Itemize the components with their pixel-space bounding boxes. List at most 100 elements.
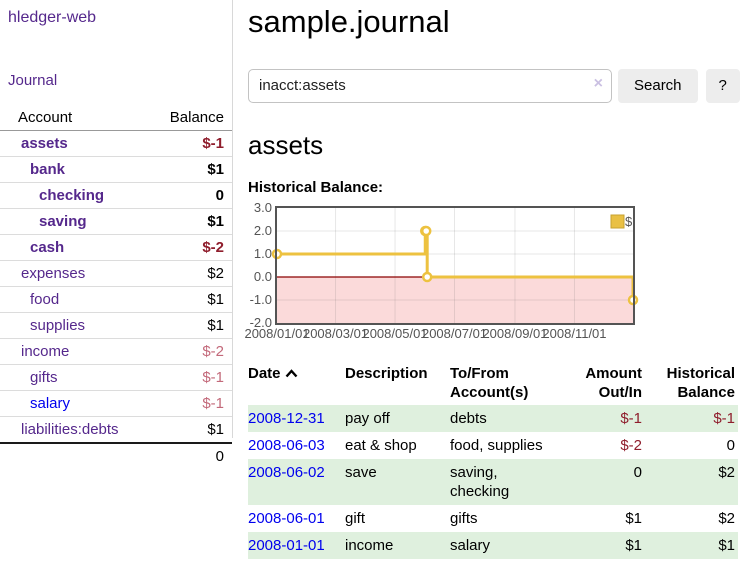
transaction-description-cell: save [345,463,377,481]
main-content: sample.journal × Search ? assets Histori… [244,0,742,559]
svg-text:-2.0: -2.0 [250,315,272,330]
account-row: income $-2 [0,338,232,365]
account-row: expenses $2 [0,260,232,287]
search-form: × Search ? [248,68,742,103]
svg-text:2008/11/01: 2008/11/01 [542,326,606,341]
date-link[interactable]: 2008-06-03 [248,436,325,454]
transaction-balance-cell: $2 [718,463,735,481]
account-link[interactable]: salary [30,395,71,412]
account-link[interactable]: liabilities:debts [21,421,119,438]
transaction-amount-cell: $-1 [620,409,642,427]
transaction-amount-cell: $-2 [620,436,642,454]
account-link[interactable]: food [30,291,60,308]
account-link[interactable]: bank [30,161,66,178]
table-row: 2008-06-01 gift gifts $1 $2 [248,505,738,532]
clear-search-icon[interactable]: × [593,74,603,92]
accounts-header-account: Account [0,105,152,131]
date-link[interactable]: 2008-06-02 [248,463,325,481]
account-row: food $1 [0,286,232,313]
date-link[interactable]: 2008-12-31 [248,409,325,427]
account-balance: $-1 [151,364,232,391]
transaction-date-cell: 2008-06-01 [248,505,345,532]
account-balance: $1 [151,156,232,183]
transaction-balance-cell: $1 [718,536,735,554]
account-row: assets $-1 [0,130,232,157]
account-row: liabilities:debts $1 [0,416,232,444]
svg-text:1.0: 1.0 [254,246,272,261]
accounts-table-body: assets $-1 bank $1 checking 0 saving $1 cash $-2 e… [0,130,232,444]
transaction-date-cell: 2008-06-03 [248,432,345,459]
account-row: supplies $1 [0,312,232,339]
search-box: × [248,68,612,103]
svg-text:2008/01/01: 2008/01/01 [244,326,309,341]
account-link[interactable]: expenses [21,265,86,282]
account-balance: $-1 [151,130,232,157]
account-balance: $-2 [151,338,232,365]
svg-text:2008/03/01: 2008/03/01 [303,326,368,341]
register-table-body: 2008-12-31 pay off debts $-1 $-1 2008-06-03 ea… [248,404,738,559]
transaction-description-cell: pay off [345,409,390,427]
register-table: Date Description To/From Account(s) Amou… [248,364,738,559]
transaction-accounts-cell: gifts [450,509,478,527]
accounts-total-value: 0 [151,442,232,469]
help-button[interactable]: ? [705,68,740,103]
svg-text:3.0: 3.0 [254,200,272,215]
transaction-balance-cell: 0 [726,436,735,454]
transaction-description-cell: eat & shop [345,436,417,454]
account-link[interactable]: income [21,343,70,360]
sidebar-item-journal[interactable]: Journal [8,72,58,89]
account-link[interactable]: cash [30,239,65,256]
account-row: gifts $-1 [0,364,232,391]
account-link[interactable]: checking [39,187,105,204]
transaction-date-cell: 2008-06-02 [248,459,345,505]
accounts-total-row: 0 [0,442,232,469]
transaction-amount-cell: $1 [625,509,642,527]
account-row: cash $-2 [0,234,232,261]
register-header-amount: Amount Out/In [585,364,642,401]
transaction-description-cell: income [345,536,394,554]
account-heading: assets [248,129,324,160]
account-balance: $-1 [151,390,232,417]
transaction-amount-cell: 0 [633,463,642,481]
svg-text:0.0: 0.0 [254,269,272,284]
sidebar: hledger-web Journal Account Balance asse… [0,0,233,469]
account-row: checking 0 [0,182,232,209]
table-row: 2008-06-03 eat & shop food, supplies $-2 0 [248,432,738,459]
account-row: bank $1 [0,156,232,183]
transaction-accounts-cell: debts [450,409,487,427]
account-link[interactable]: assets [21,135,68,152]
chart-title: Historical Balance: [248,178,384,196]
search-input[interactable] [248,68,612,103]
transaction-accounts-cell: saving, checking [450,463,510,500]
table-row: 2008-06-02 save saving, checking 0 $2 [248,458,738,505]
transaction-amount-cell: $1 [625,536,642,554]
transaction-date-cell: 2008-12-31 [248,405,345,432]
date-link[interactable]: 2008-01-01 [248,536,325,554]
account-link[interactable]: saving [39,213,87,230]
account-link[interactable]: gifts [30,369,58,386]
search-button[interactable]: Search [618,68,698,103]
page-title: sample.journal [248,4,450,39]
register-header-date[interactable]: Date [248,364,345,405]
svg-text:2008/07/01: 2008/07/01 [422,326,487,341]
transaction-accounts-cell: salary [450,536,491,554]
transaction-description-cell: gift [345,509,366,527]
legend-label: $ [625,214,633,229]
register-header-balance: Historical Balance [666,364,735,401]
legend-swatch [610,214,625,229]
account-balance: $-2 [151,234,232,261]
accounts-header-balance: Balance [151,105,232,131]
table-row: 2008-01-01 income salary $1 $1 [248,531,738,559]
date-link[interactable]: 2008-06-01 [248,509,325,527]
register-header-date-label: Date [248,364,281,382]
account-balance: $1 [151,416,232,444]
transaction-balance-cell: $2 [718,509,735,527]
historical-balance-chart: $3.0 2.0 1.0 0.0 -1.0 -2.02008/01/012008/03/0… [244,200,639,341]
app-title-link[interactable]: hledger-web [8,9,97,26]
account-balance: $1 [151,286,232,313]
account-link[interactable]: supplies [30,317,86,334]
register-header-description: Description [345,364,428,382]
accounts-table-header-row: Account Balance [0,105,232,131]
transaction-accounts-cell: food, supplies [450,436,543,454]
sort-ascending-icon [285,368,297,377]
